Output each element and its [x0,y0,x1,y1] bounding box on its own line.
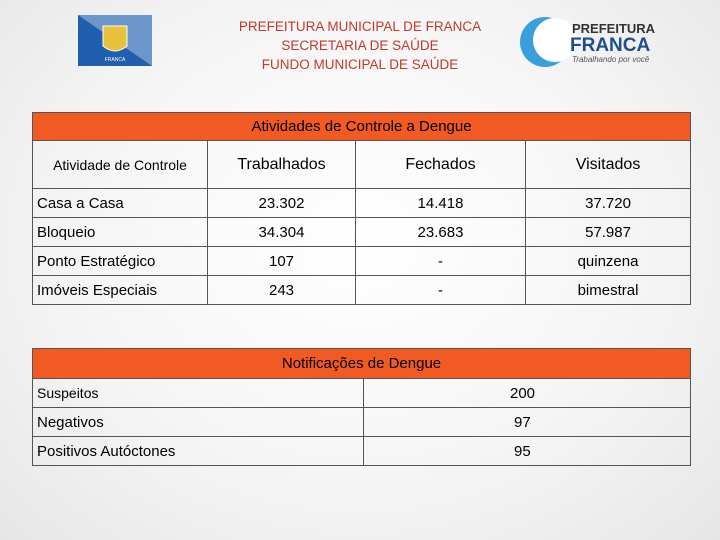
cell: 23.302 [207,188,356,218]
cell: - [355,275,526,305]
title-row: Atividades de Controle a Dengue [31,112,692,141]
cell: 200 [362,378,692,408]
crest-shield [102,25,128,52]
data-row: Ponto Estratégico 107- quinzena [32,246,692,276]
data-row: Bloqueio 34.304 23.683 57.987 [32,217,692,247]
cell: 107 [207,246,356,276]
crest-label: FRANCA [105,57,126,63]
cell: 95 [362,436,692,466]
logo-cut [533,18,577,62]
cell: - [355,246,526,276]
logo-slogan: Trabalhando por você [572,55,650,64]
row-label: Positivos Autóctones [32,436,364,466]
cell: 57.987 [524,217,692,247]
header-row: Atividade de Controle Trabalhados Fechados… [32,140,692,189]
column-header: Fechados [355,140,526,189]
activities-table: Atividades de Controle a Dengue Atividade… [31,112,692,305]
data-row: Negativos 97 [32,407,692,437]
title-row: Notificações de Dengue [31,348,692,379]
data-row: Imóveis Especiais 243- bimestral [32,275,692,305]
logo-city: FRANCA [570,35,650,56]
cell: 34.304 [207,217,356,247]
row-label: Imóveis Especiais [32,275,208,305]
header-graphics: FRANCA PREFEITURA FRANCA Trabalhando por… [78,15,656,67]
cell: 37.720 [524,188,692,218]
column-header: Visitados [524,140,692,189]
table-title: Atividades de Controle a Dengue [31,112,692,141]
row-label: Negativos [32,407,364,437]
cell: quinzena [524,246,692,276]
row-label: Ponto Estratégico [32,246,208,276]
cell: 243 [207,275,356,305]
data-row: Casa a Casa 23.302 14.418 37.720 [32,188,692,218]
header-line: PREFEITURA MUNICIPAL DE FRANCA [238,19,482,34]
cell: 97 [362,407,692,437]
column-header: Trabalhados [207,140,356,189]
cell: 14.418 [355,188,526,218]
cell: 23.683 [355,217,526,247]
cell: bimestral [524,275,692,305]
data-row: Positivos Autóctones 95 [32,436,692,466]
row-label: Suspeitos [32,378,364,408]
logo-name: PREFEITURA [572,21,656,36]
notifications-table: Notificações de Dengue Suspeitos 200 Negati… [31,348,692,466]
row-label: Bloqueio [32,217,208,247]
header-line: SECRETARIA DE SAÚDE [281,38,439,53]
column-header: Atividade de Controle [32,140,208,189]
header-line: FUNDO MUNICIPAL DE SAÚDE [261,57,459,72]
table-title: Notificações de Dengue [31,348,692,379]
row-label: Casa a Casa [32,188,208,218]
data-row: Suspeitos 200 [32,378,692,408]
